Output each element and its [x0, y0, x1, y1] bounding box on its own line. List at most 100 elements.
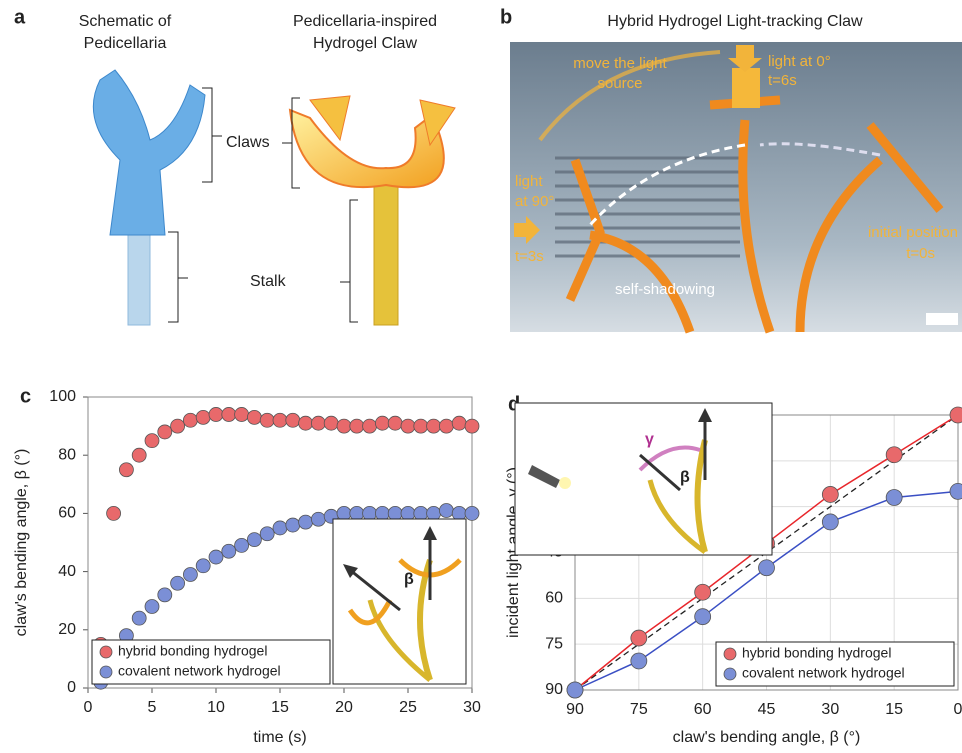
legend-marker — [100, 666, 112, 678]
panel-label: c — [20, 385, 31, 407]
data-point — [260, 413, 274, 427]
callout: Claws — [226, 134, 270, 151]
data-point — [414, 506, 428, 520]
data-point — [196, 559, 210, 573]
panel-title: Hybrid Hydrogel Light-tracking Claw — [607, 13, 863, 30]
annotation: light — [515, 173, 543, 190]
annotation: β — [680, 469, 690, 486]
scale-bar — [926, 313, 958, 325]
legend-label: hybrid bonding hydrogel — [118, 643, 267, 659]
data-point — [145, 434, 159, 448]
x-tick-label: 45 — [758, 701, 776, 718]
data-point — [209, 407, 223, 421]
data-point — [375, 416, 389, 430]
data-point — [695, 609, 711, 625]
annotation: β — [404, 571, 414, 588]
data-point — [950, 483, 962, 499]
figure: a Schematic of Pedicellaria Pedicellaria… — [0, 0, 962, 753]
annotation: γ — [645, 431, 654, 448]
data-point — [311, 512, 325, 526]
data-point — [145, 600, 159, 614]
callout: Stalk — [250, 273, 287, 290]
data-point — [119, 463, 133, 477]
data-point — [260, 527, 274, 541]
data-point — [427, 419, 441, 433]
data-point — [695, 584, 711, 600]
data-point — [171, 419, 185, 433]
y-tick-label: 80 — [58, 446, 76, 463]
x-axis-title: claw's bending angle, β (°) — [673, 729, 861, 746]
annotation: at 90° — [515, 193, 554, 210]
y-tick-label: 90 — [545, 681, 563, 698]
data-point — [363, 419, 377, 433]
inset-frame — [333, 519, 466, 684]
data-point — [235, 538, 249, 552]
data-point — [886, 490, 902, 506]
y-axis-title: claw's bending angle, β (°) — [13, 449, 30, 637]
claw-illustration — [290, 110, 444, 187]
data-point — [196, 410, 210, 424]
panel-b: b Hybrid Hydrogel Light-tracking Claw mo… — [500, 6, 962, 332]
data-point — [324, 416, 338, 430]
annotation: light at 0° — [768, 53, 831, 70]
annotation: initial position — [868, 224, 958, 241]
data-point — [247, 533, 261, 547]
data-point — [822, 486, 838, 502]
data-point — [631, 630, 647, 646]
inset-c: β — [333, 519, 466, 684]
y-tick-label: 20 — [58, 621, 76, 638]
x-tick-label: 90 — [566, 701, 584, 718]
data-point — [107, 506, 121, 520]
data-point — [183, 413, 197, 427]
data-point — [350, 506, 364, 520]
data-point — [299, 515, 313, 529]
data-point — [822, 514, 838, 530]
data-point — [247, 410, 261, 424]
bracket — [168, 232, 188, 322]
panel-label: b — [500, 6, 512, 28]
data-point — [465, 419, 479, 433]
data-point — [950, 407, 962, 423]
x-tick-label: 30 — [463, 699, 481, 716]
stalk-illustration — [374, 185, 398, 325]
x-tick-label: 75 — [630, 701, 648, 718]
legend-marker — [724, 668, 736, 680]
data-point — [337, 506, 351, 520]
legend-label: hybrid bonding hydrogel — [742, 645, 891, 661]
data-point — [401, 506, 415, 520]
x-tick-label: 15 — [885, 701, 903, 718]
bracket — [340, 200, 358, 322]
legend-label: covalent network hydrogel — [118, 663, 281, 679]
annotation: t=6s — [768, 72, 797, 89]
inset-d: γ β — [515, 403, 772, 555]
x-tick-label: 60 — [694, 701, 712, 718]
panel-title: Hydrogel Claw — [313, 35, 417, 52]
data-point — [350, 419, 364, 433]
annotation: self-shadowing — [615, 281, 715, 298]
data-point — [401, 419, 415, 433]
x-axis-title: time (s) — [253, 729, 306, 746]
x-tick-label: 20 — [335, 699, 353, 716]
data-point — [183, 568, 197, 582]
panel-label: a — [14, 6, 26, 28]
x-tick-label: 25 — [399, 699, 417, 716]
page: a Schematic of Pedicellaria Pedicellaria… — [0, 0, 962, 753]
data-point — [286, 518, 300, 532]
y-tick-label: 0 — [67, 679, 76, 696]
y-tick-label: 60 — [58, 505, 76, 522]
data-point — [886, 447, 902, 463]
data-point — [158, 588, 172, 602]
data-point — [273, 413, 287, 427]
data-point — [132, 448, 146, 462]
y-tick-label: 75 — [545, 635, 563, 652]
data-point — [388, 506, 402, 520]
data-point — [311, 416, 325, 430]
panel-title: Schematic of — [79, 13, 172, 30]
annotation: t=3s — [515, 248, 544, 265]
data-point — [759, 560, 775, 576]
data-point — [452, 506, 466, 520]
data-point — [299, 416, 313, 430]
data-point — [222, 544, 236, 558]
legend-marker — [724, 648, 736, 660]
data-point — [427, 506, 441, 520]
